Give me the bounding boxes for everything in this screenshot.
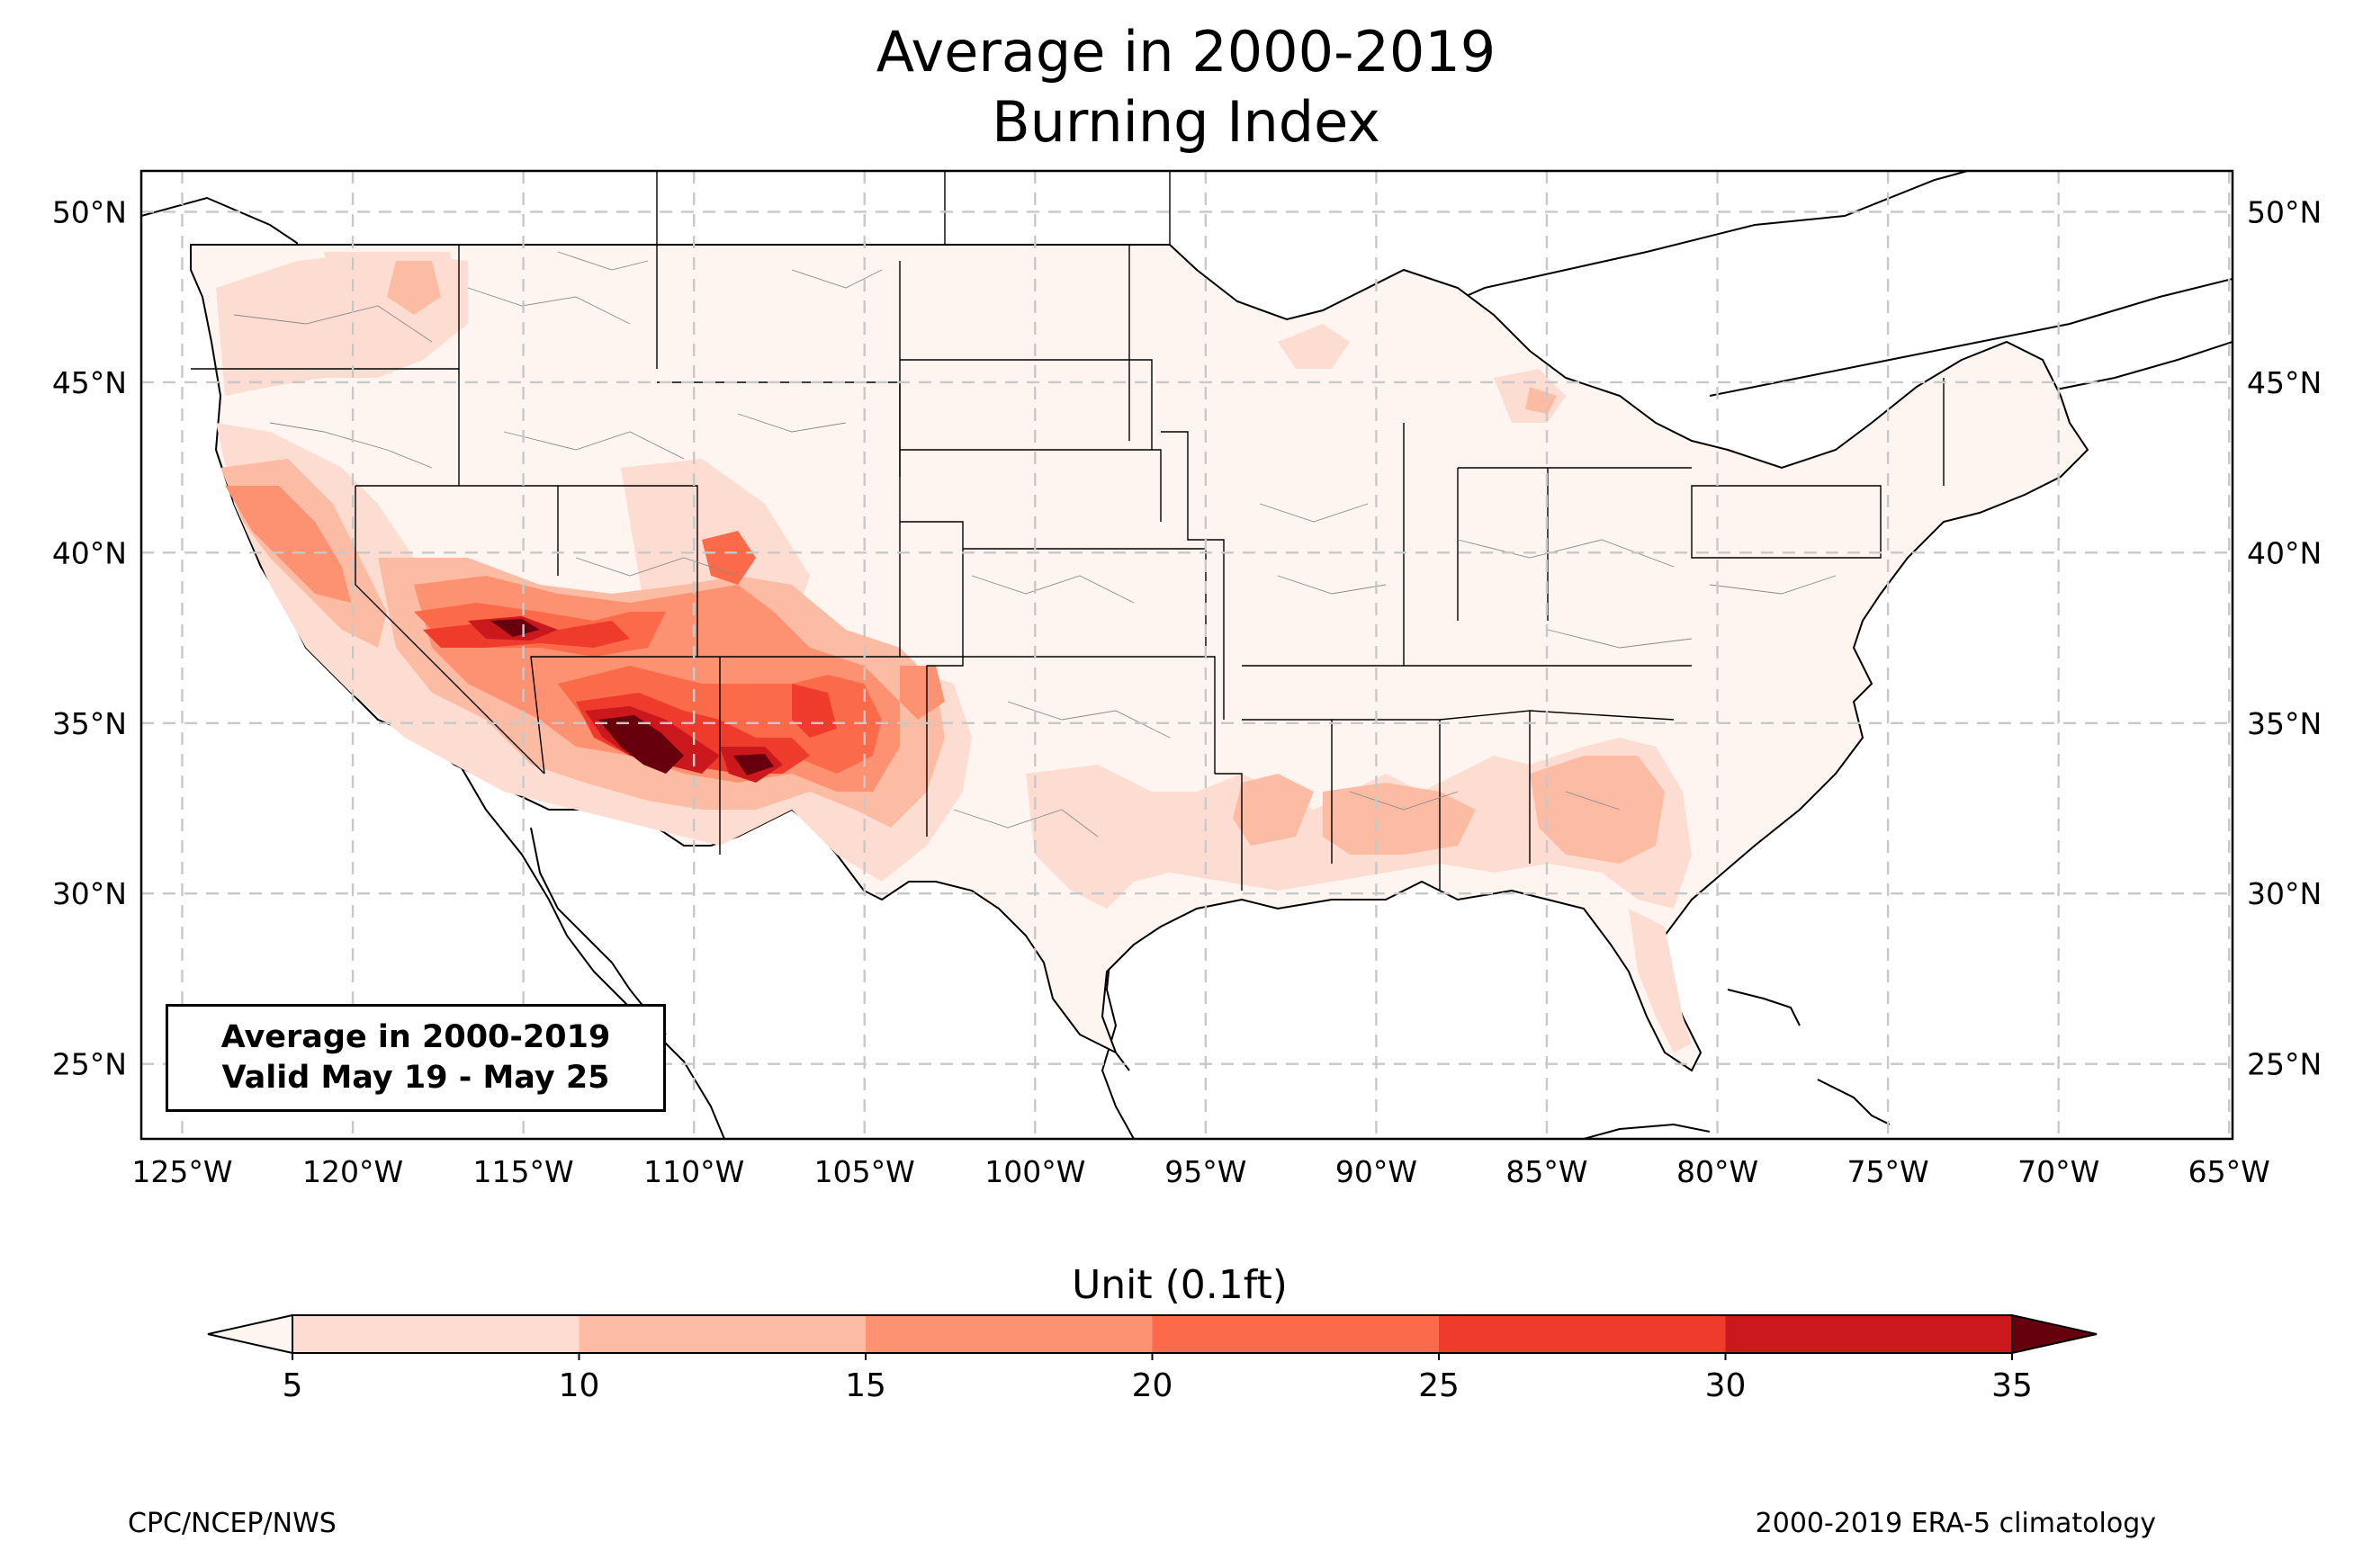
lat-tick-label: 45°N: [2247, 365, 2322, 400]
lon-tick-label: 125°W: [131, 1154, 232, 1189]
colorbar-segment: [1152, 1315, 1439, 1353]
lat-tick-label: 25°N: [2247, 1047, 2322, 1082]
lon-tick-label: 90°W: [1335, 1154, 1417, 1189]
colorbar-segment: [579, 1315, 866, 1353]
graticule: [141, 171, 2233, 1139]
latitude-tick-labels-right: 50°N 45°N 40°N 35°N 30°N 25°N: [2247, 194, 2322, 1081]
lon-tick-label: 95°W: [1164, 1154, 1246, 1189]
latitude-tick-labels-left: 50°N 45°N 40°N 35°N 30°N 25°N: [52, 194, 127, 1081]
colorbar-tick-label: 20: [1132, 1367, 1173, 1404]
lon-tick-label: 70°W: [2017, 1154, 2099, 1189]
lon-tick-label: 120°W: [302, 1154, 403, 1189]
lat-tick-label: 45°N: [52, 365, 127, 400]
lon-tick-label: 100°W: [984, 1154, 1085, 1189]
colorbar-title: Unit (0.1ft): [1072, 1262, 1288, 1308]
lon-tick-label: 65°W: [2188, 1154, 2270, 1189]
footer-credit: CPC/NCEP/NWS: [128, 1508, 337, 1539]
lat-tick-label: 40°N: [52, 535, 127, 570]
lon-tick-label: 80°W: [1676, 1154, 1758, 1189]
info-box-line1: Average in 2000-2019: [220, 1019, 611, 1055]
lat-tick-label: 50°N: [52, 194, 127, 229]
colorbar-segment: [292, 1315, 580, 1353]
colorbar-segment: [1725, 1315, 2012, 1353]
lat-tick-label: 30°N: [52, 876, 127, 911]
colorbar-under-triangle: [207, 1313, 293, 1355]
colorbar-segment: [866, 1315, 1153, 1353]
lat-tick-label: 30°N: [2247, 876, 2322, 911]
county-boundaries: [233, 251, 1837, 838]
longitude-tick-labels: 125°W 120°W 115°W 110°W 105°W 100°W 95°W 90°W 85…: [131, 1154, 2269, 1189]
map-area: [141, 171, 2233, 1139]
valid-period-box: Average in 2000-2019 Valid May 19 - May …: [166, 1004, 666, 1112]
state-boundaries: [191, 171, 1945, 891]
lon-tick-label: 115°W: [473, 1154, 574, 1189]
lat-tick-label: 40°N: [2247, 535, 2322, 570]
colorbar-tick-labels: 5 10 15 20 25 30 35: [283, 1367, 2033, 1404]
chart-title-line2: Burning Index: [992, 89, 1380, 155]
lon-tick-label: 110°W: [643, 1154, 744, 1189]
lon-tick-label: 105°W: [814, 1154, 915, 1189]
colorbar-tick-label: 5: [283, 1367, 303, 1404]
lat-tick-label: 35°N: [52, 706, 127, 741]
colorbar-segment: [1439, 1315, 1726, 1353]
info-box-line2: Valid May 19 - May 25: [221, 1060, 610, 1096]
colorbar-tick-label: 10: [559, 1367, 600, 1404]
colorbar-tick-label: 25: [1418, 1367, 1460, 1404]
colorbar-tick-label: 35: [1991, 1367, 2033, 1404]
lat-tick-label: 35°N: [2247, 706, 2322, 741]
chart-title-line1: Average in 2000-2019: [876, 19, 1496, 85]
footer-source: 2000-2019 ERA-5 climatology: [1755, 1508, 2156, 1539]
colorbar-tick-label: 30: [1705, 1367, 1747, 1404]
lon-tick-label: 75°W: [1847, 1154, 1929, 1189]
lat-tick-label: 25°N: [52, 1047, 127, 1082]
lon-tick-label: 85°W: [1505, 1154, 1587, 1189]
colorbar-over-triangle: [2011, 1313, 2098, 1355]
lat-tick-label: 50°N: [2247, 194, 2322, 229]
colorbar: [207, 1313, 2098, 1360]
colorbar-tick-label: 15: [845, 1367, 886, 1404]
map-frame: [139, 169, 2234, 1141]
